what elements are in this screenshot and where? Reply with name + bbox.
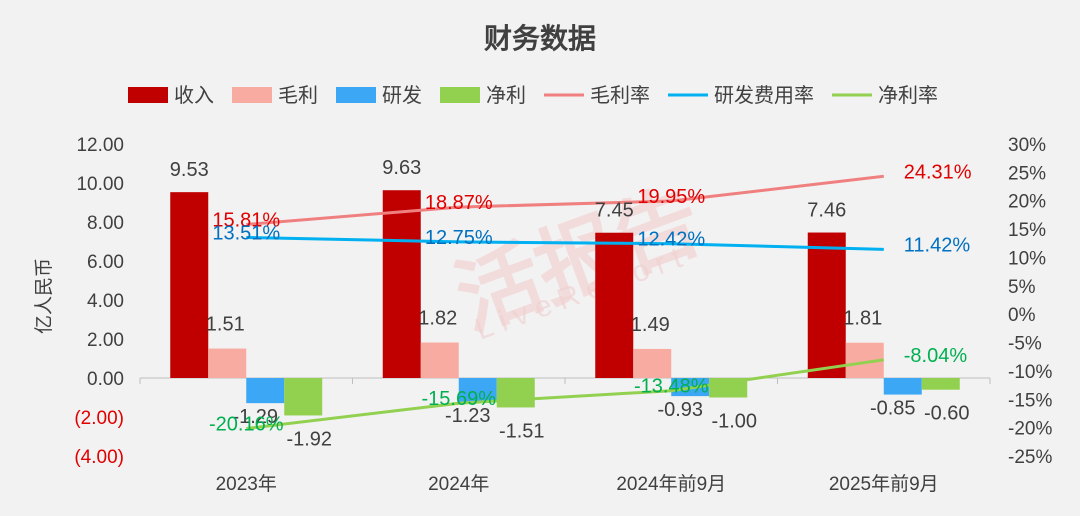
y2-tick-label: -10% bbox=[1008, 362, 1052, 383]
line-value-label: 11.42% bbox=[904, 234, 971, 256]
line-value-label: 18.87% bbox=[425, 192, 493, 214]
y-tick-label: 0.00 bbox=[87, 369, 124, 390]
bar-value-label: 1.49 bbox=[631, 314, 670, 336]
bar-value-label: -1.23 bbox=[445, 405, 491, 427]
y-tick-label: (4.00) bbox=[74, 447, 124, 468]
y2-tick-label: 20% bbox=[1008, 192, 1046, 213]
line-value-label: 15.81% bbox=[212, 209, 280, 231]
y-tick-label: 8.00 bbox=[87, 213, 124, 234]
legend-label: 毛利 bbox=[278, 84, 318, 107]
legend-item: 毛利 bbox=[232, 84, 318, 107]
bar-value-label: -1.51 bbox=[499, 420, 545, 442]
chart-title: 财务数据 bbox=[484, 23, 596, 54]
legend-label: 研发费用率 bbox=[714, 84, 814, 107]
y-tick-label: 10.00 bbox=[76, 174, 124, 195]
bar-毛利 bbox=[420, 342, 459, 378]
y2-tick-label: -5% bbox=[1008, 334, 1042, 355]
legend-label: 收入 bbox=[174, 84, 214, 107]
bar-净利 bbox=[496, 378, 535, 408]
y-tick-label: 4.00 bbox=[87, 291, 124, 312]
bar-value-label: -1.00 bbox=[711, 411, 757, 433]
line-value-label: 19.95% bbox=[637, 186, 705, 208]
lines bbox=[246, 174, 885, 430]
legend-item: 收入 bbox=[128, 84, 214, 107]
bars bbox=[170, 190, 960, 416]
y2-tick-label: 0% bbox=[1008, 305, 1036, 326]
legend-label: 研发 bbox=[382, 84, 422, 107]
bar-value-label: -0.60 bbox=[924, 403, 970, 425]
line-value-label: -8.04% bbox=[904, 345, 968, 367]
legend-label: 净利 bbox=[486, 84, 526, 107]
legend: 收入 毛利 研发 净利 毛利率 研发费用率 净利率 bbox=[128, 84, 938, 107]
line-研发费用率 bbox=[246, 236, 884, 251]
y-tick-label: 12.00 bbox=[76, 135, 124, 156]
bar-研发 bbox=[883, 378, 922, 395]
line-value-label: 13.51% bbox=[212, 223, 280, 245]
bar-value-label: 7.45 bbox=[595, 200, 634, 222]
y2-tick-label: 10% bbox=[1008, 248, 1046, 269]
bar-value-label: 9.63 bbox=[382, 157, 421, 179]
bar-value-label: -0.85 bbox=[870, 398, 916, 420]
bar-净利 bbox=[284, 378, 323, 416]
bar-毛利 bbox=[208, 348, 247, 378]
y2-tick-label: 5% bbox=[1008, 277, 1036, 298]
bar-研发 bbox=[246, 378, 285, 404]
line-value-label: 12.75% bbox=[425, 227, 493, 249]
bar-value-label: 1.81 bbox=[843, 308, 882, 330]
legend-label: 毛利率 bbox=[590, 84, 650, 107]
bar-value-label: 9.53 bbox=[170, 159, 209, 181]
category-label: 2023年 bbox=[216, 473, 277, 495]
bar-value-label: 1.82 bbox=[418, 308, 457, 330]
category-label: 2024年前9月 bbox=[616, 473, 726, 495]
legend-item: 净利率 bbox=[832, 84, 938, 107]
y2-tick-label: -20% bbox=[1008, 419, 1052, 440]
y2-tick-label: -25% bbox=[1008, 447, 1052, 468]
y2-tick-label: 15% bbox=[1008, 220, 1046, 241]
legend-item: 研发 bbox=[336, 84, 422, 107]
bar-value-label: -0.93 bbox=[657, 399, 703, 421]
bar-value-label: 1.51 bbox=[206, 314, 245, 336]
legend-swatch bbox=[440, 87, 480, 103]
category-label: 2024年 bbox=[428, 473, 489, 495]
bar-收入 bbox=[595, 232, 634, 378]
line-毛利率 bbox=[246, 174, 884, 226]
bar-研发 bbox=[458, 378, 497, 402]
bar-毛利 bbox=[633, 348, 672, 378]
bar-value-label: -1.92 bbox=[286, 428, 332, 450]
legend-swatch bbox=[336, 87, 376, 103]
legend-item: 毛利率 bbox=[544, 84, 650, 107]
y-axis-title: 亿人民币 bbox=[33, 258, 55, 334]
legend-item: 研发费用率 bbox=[668, 84, 814, 107]
y2-tick-label: 30% bbox=[1008, 135, 1046, 156]
line-value-label: -15.69% bbox=[422, 388, 497, 410]
legend-label: 净利率 bbox=[878, 84, 938, 107]
bar-收入 bbox=[382, 190, 421, 378]
y2-tick-label: -15% bbox=[1008, 390, 1052, 411]
bar-value-label: -1.29 bbox=[232, 406, 278, 428]
bar-收入 bbox=[170, 192, 209, 378]
line-value-label: -20.16% bbox=[209, 414, 284, 436]
line-value-label: 12.42% bbox=[637, 229, 705, 251]
y-tick-label: 2.00 bbox=[87, 330, 124, 351]
bar-收入 bbox=[807, 232, 846, 378]
bar-净利 bbox=[921, 378, 960, 390]
bar-value-label: 7.46 bbox=[807, 200, 846, 222]
legend-swatch bbox=[232, 87, 272, 103]
legend-swatch bbox=[128, 87, 168, 103]
line-净利率 bbox=[246, 358, 885, 430]
line-value-label: -13.48% bbox=[634, 376, 709, 398]
y-tick-label: (2.00) bbox=[74, 408, 124, 429]
y-tick-label: 6.00 bbox=[87, 252, 124, 273]
line-value-label: 24.31% bbox=[904, 161, 972, 183]
data-labels: 9.53 9.63 7.45 7.46 1.51 1.82 1.49 1.81 -1.29 -1.… bbox=[170, 157, 972, 450]
y2-tick-label: 25% bbox=[1008, 163, 1046, 184]
legend-item: 净利 bbox=[440, 84, 526, 107]
category-label: 2025年前9月 bbox=[829, 473, 939, 495]
